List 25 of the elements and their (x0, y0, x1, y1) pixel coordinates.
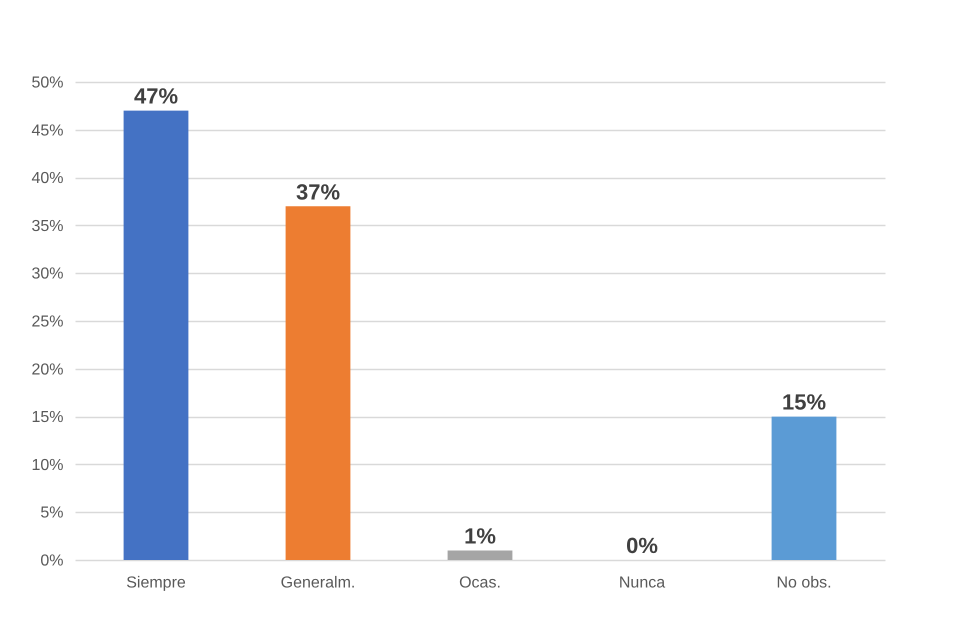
y-tick-label: 35% (31, 218, 64, 235)
y-tick-label: 30% (31, 266, 64, 283)
y-tick-label: 50% (31, 74, 64, 92)
y-tick-label: 5% (40, 504, 64, 522)
y-tick-label: 45% (31, 122, 64, 140)
x-tick-label: Siempre (126, 574, 186, 592)
y-tick-label: 20% (31, 361, 64, 378)
bar (124, 110, 188, 560)
data-label: 47% (134, 84, 178, 109)
data-label: 15% (782, 390, 826, 415)
bar (286, 206, 350, 560)
data-label: 37% (296, 179, 340, 204)
y-tick-label: 25% (31, 314, 64, 330)
y-tick-label: 15% (31, 409, 64, 426)
data-label: 1% (464, 523, 496, 548)
data-label: 0% (626, 533, 658, 558)
bar (448, 550, 512, 560)
x-tick-label: Generalm. (280, 574, 356, 592)
y-tick-label: 0% (40, 552, 64, 570)
y-tick-label: 10% (31, 456, 64, 474)
y-tick-label: 40% (31, 170, 64, 188)
x-tick-label: Ocas. (459, 574, 501, 592)
x-tick-label: Nunca (618, 574, 666, 592)
x-tick-label: No obs. (776, 574, 832, 592)
bar (772, 416, 836, 560)
